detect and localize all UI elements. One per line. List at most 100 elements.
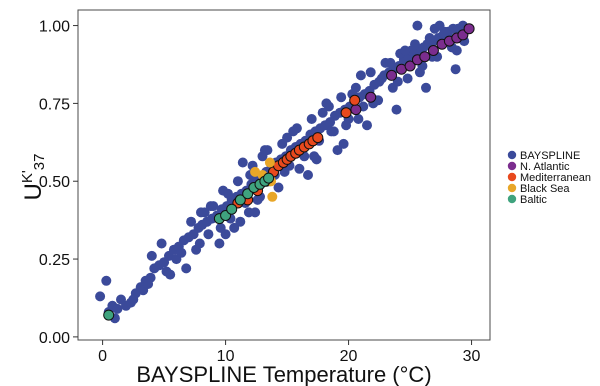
point-bayspline — [273, 182, 284, 193]
y-tick-label: 1.00 — [39, 19, 70, 36]
point-bayspline — [237, 157, 248, 168]
point-baltic — [226, 203, 238, 215]
x-tick-label: 20 — [340, 348, 358, 365]
point-mediterranean — [349, 94, 361, 106]
x-tick-label: 10 — [217, 348, 235, 365]
point-bayspline — [194, 238, 205, 249]
point-black-sea — [267, 191, 278, 202]
point-bayspline — [306, 114, 317, 124]
point-n-atlantic — [419, 51, 431, 63]
point-bayspline — [362, 120, 372, 131]
point-bayspline — [181, 263, 192, 274]
point-bayspline — [250, 207, 261, 218]
point-bayspline — [196, 207, 206, 218]
legend-swatch-bayspline — [507, 150, 517, 160]
y-axis-title-sub: 37 — [31, 154, 48, 171]
y-tick-label: 0.00 — [39, 330, 70, 347]
legend-swatch-mediterranean — [507, 172, 517, 182]
data-points — [95, 20, 475, 324]
point-bayspline — [229, 222, 240, 233]
y-axis: 0.00 0.25 0.50 0.75 1.00 — [39, 19, 78, 347]
y-tick-label: 0.50 — [39, 174, 70, 191]
point-black-sea — [264, 157, 275, 168]
point-bayspline — [186, 216, 197, 227]
point-bayspline — [259, 145, 270, 156]
point-n-atlantic — [365, 91, 377, 103]
point-bayspline — [161, 266, 172, 277]
point-bayspline — [341, 120, 352, 131]
point-bayspline — [326, 126, 337, 137]
point-bayspline — [317, 107, 328, 118]
point-bayspline — [294, 163, 305, 174]
point-n-atlantic — [427, 45, 439, 56]
y-axis-title-main: U — [20, 183, 47, 200]
point-bayspline — [365, 67, 376, 78]
x-tick-label: 0 — [98, 348, 107, 365]
point-bayspline — [385, 57, 396, 68]
y-axis-title-sup: K' — [19, 170, 36, 183]
point-baltic — [263, 172, 275, 184]
point-bayspline — [450, 64, 461, 75]
legend-label-n-atlantic: N. Atlantic — [520, 161, 570, 173]
legend-label-black-sea: Black Sea — [520, 183, 570, 195]
point-bayspline — [400, 45, 411, 56]
point-bayspline — [223, 188, 233, 199]
legend-label-bayspline: BAYSPLINE — [520, 150, 580, 162]
y-tick-label: 0.75 — [39, 96, 70, 113]
point-bayspline — [376, 73, 387, 84]
point-bayspline — [232, 176, 243, 187]
point-bayspline — [391, 104, 402, 115]
point-bayspline — [156, 238, 167, 249]
point-bayspline — [143, 279, 154, 289]
point-bayspline — [323, 101, 334, 112]
point-bayspline — [303, 170, 313, 180]
point-bayspline — [336, 92, 347, 103]
point-bayspline — [332, 145, 343, 156]
legend-swatch-baltic — [507, 194, 517, 204]
legend-swatch-n-atlantic — [507, 161, 517, 171]
point-bayspline — [203, 229, 214, 240]
point-mediterranean — [312, 132, 324, 144]
point-bayspline — [355, 70, 366, 81]
point-baltic — [234, 194, 246, 206]
point-black-sea — [250, 166, 261, 177]
x-axis: 0 10 20 30 — [98, 340, 481, 365]
point-bayspline — [176, 247, 187, 258]
point-bayspline — [353, 114, 364, 124]
point-bayspline — [402, 73, 413, 84]
point-n-atlantic — [463, 23, 475, 35]
y-axis-title: UK'37 — [19, 154, 48, 201]
point-bayspline — [252, 194, 263, 205]
point-bayspline — [311, 154, 322, 165]
point-bayspline — [412, 20, 423, 31]
point-n-atlantic — [386, 69, 398, 81]
x-tick-label: 30 — [463, 348, 481, 365]
point-bayspline — [282, 132, 293, 143]
point-bayspline — [414, 67, 425, 78]
legend-label-mediterranean: Mediterranean — [520, 172, 591, 184]
point-mediterranean — [340, 107, 352, 119]
point-bayspline — [288, 126, 299, 137]
point-bayspline — [220, 229, 231, 240]
point-bayspline — [205, 201, 216, 212]
point-bayspline — [235, 216, 246, 227]
point-bayspline — [101, 275, 112, 286]
point-bayspline — [451, 45, 462, 56]
point-bayspline — [338, 138, 349, 149]
point-bayspline — [128, 294, 139, 305]
point-bayspline — [95, 291, 106, 302]
point-bayspline — [146, 250, 157, 261]
legend-label-baltic: Baltic — [520, 194, 547, 206]
point-bayspline — [214, 238, 225, 249]
point-n-atlantic — [404, 60, 416, 72]
y-tick-label: 0.25 — [39, 252, 70, 269]
x-axis-title: BAYSPLINE Temperature (°C) — [136, 362, 431, 386]
point-n-atlantic — [350, 104, 362, 116]
point-bayspline — [421, 82, 431, 93]
point-bayspline — [429, 23, 440, 34]
legend-swatch-black-sea — [507, 183, 517, 193]
point-baltic — [103, 309, 115, 321]
